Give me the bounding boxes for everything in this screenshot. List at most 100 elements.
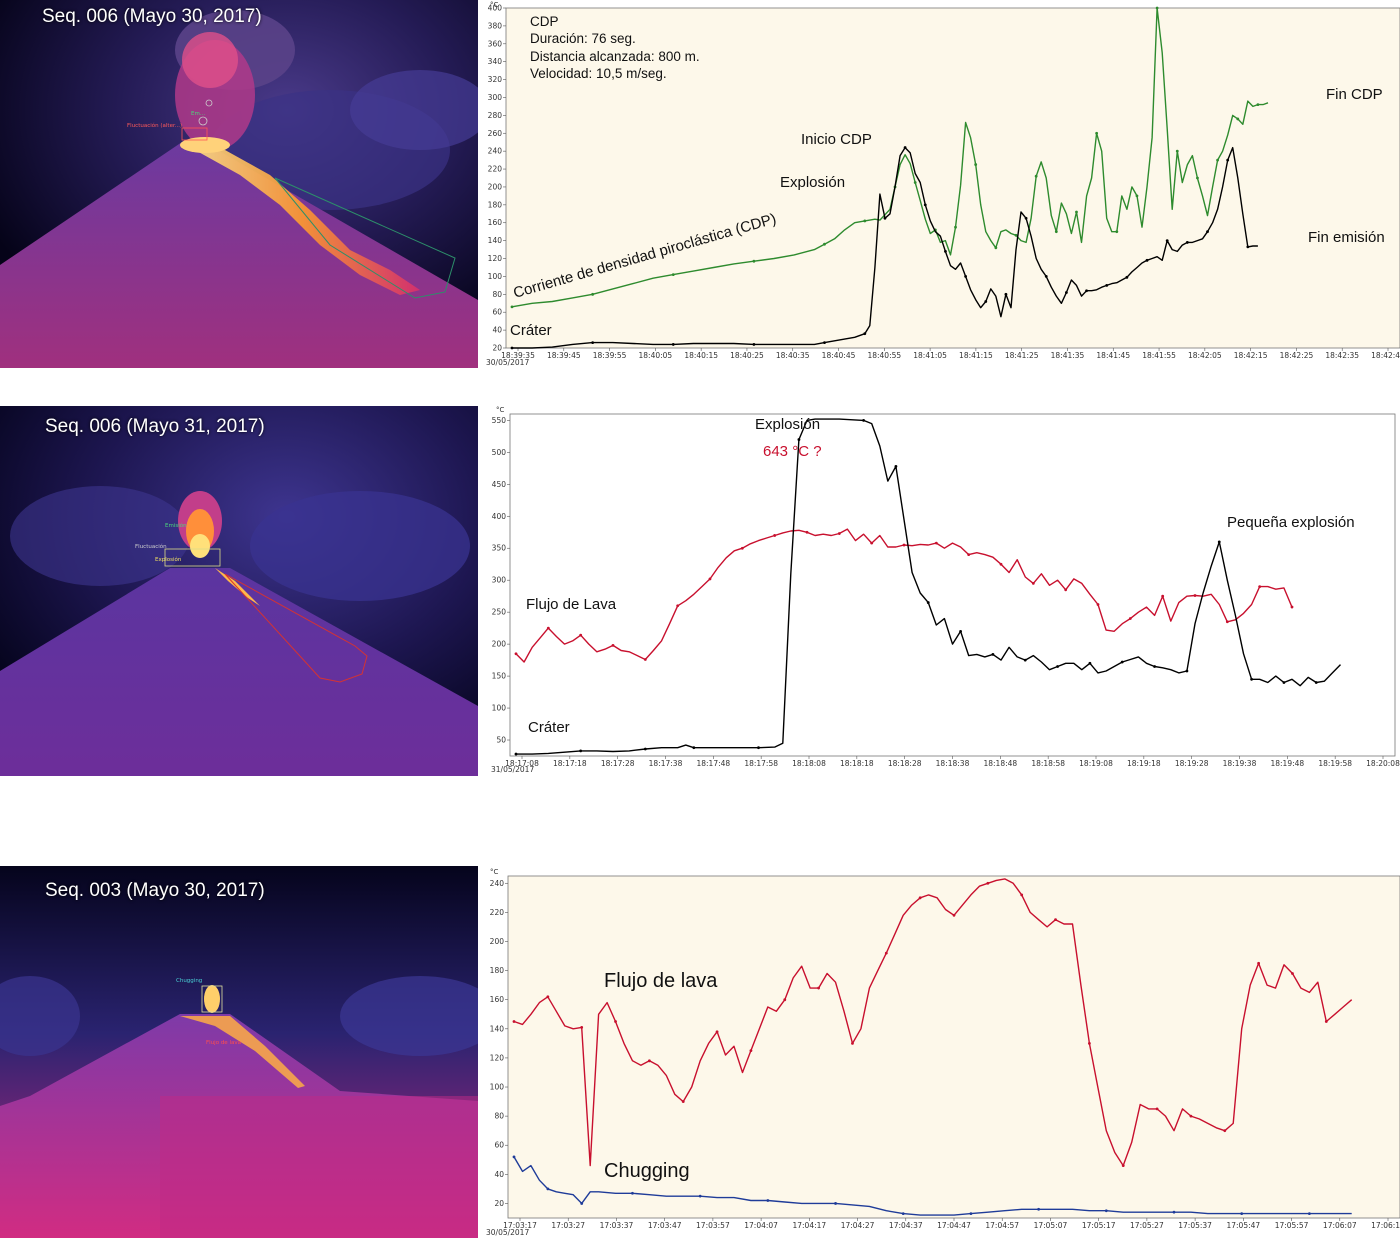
y-tick-label: 140 xyxy=(488,236,503,245)
y-unit: °C xyxy=(490,1,499,9)
x-tick-label: 18:40:15 xyxy=(684,351,718,360)
series-point xyxy=(903,146,907,149)
info-line-4: Velocidad: 10,5 m/seg. xyxy=(530,66,667,81)
series-point xyxy=(1282,681,1286,684)
y-tick-label: 200 xyxy=(488,182,503,191)
series-point xyxy=(1024,216,1028,220)
sequence-title: Seq. 006 (Mayo 30, 2017) xyxy=(42,6,262,27)
y-tick-label: 140 xyxy=(490,1024,505,1033)
y-tick-label: 180 xyxy=(488,200,503,209)
series-point xyxy=(1161,594,1165,598)
y-tick-label: 40 xyxy=(494,1170,504,1179)
y-unit: °C xyxy=(496,406,505,414)
series-point xyxy=(862,418,865,422)
x-tick-label: 18:42:35 xyxy=(1325,351,1359,360)
x-tick-label: 17:05:17 xyxy=(1082,1221,1116,1230)
series-point xyxy=(643,658,647,661)
series-point xyxy=(974,163,978,166)
series-point xyxy=(1037,1207,1041,1211)
series-point xyxy=(512,1155,516,1159)
panel-seq006-may31: Emisión Fluctuación Explosión Seq. 006 (… xyxy=(0,406,1400,776)
y-tick-label: 120 xyxy=(490,1053,505,1062)
series-point xyxy=(952,913,956,917)
y-tick-label: 280 xyxy=(488,111,503,120)
x-tick-label: 17:05:37 xyxy=(1178,1221,1212,1230)
label-inicio-cdp: Inicio CDP xyxy=(801,131,872,148)
x-tick-label: 17:04:37 xyxy=(889,1221,923,1230)
series-point xyxy=(1256,103,1260,107)
series-point xyxy=(1056,665,1059,668)
x-tick-label: 18:19:18 xyxy=(1127,759,1161,768)
y-tick-label: 350 xyxy=(492,544,507,553)
x-tick-label: 17:04:17 xyxy=(792,1221,826,1230)
sequence-title: Seq. 003 (Mayo 30, 2017) xyxy=(45,880,265,901)
series-group xyxy=(510,6,1269,350)
x-tick-label: 18:39:55 xyxy=(593,351,627,360)
series-point xyxy=(1054,918,1057,922)
plot-area xyxy=(509,413,1396,757)
y-tick-label: 250 xyxy=(492,608,507,617)
series-point xyxy=(766,1199,770,1202)
y-tick-label: 300 xyxy=(492,576,507,585)
label-crater: Cráter xyxy=(510,322,552,339)
y-tick-label: 500 xyxy=(492,448,507,457)
series-point xyxy=(1185,669,1189,673)
x-tick-label: 18:17:38 xyxy=(649,759,683,768)
series-point xyxy=(580,1025,584,1029)
roi-label-flujo: Flujo de lava xyxy=(206,1040,241,1046)
thermal-image: Fluctuación (alter...) Em... Seq. 006 (M… xyxy=(0,0,478,368)
series-point xyxy=(643,747,647,751)
series-point xyxy=(671,343,675,346)
series-point xyxy=(823,242,826,246)
series-point xyxy=(1307,1212,1311,1216)
series-point xyxy=(902,543,906,547)
y-tick-label: 220 xyxy=(488,165,503,174)
series-point xyxy=(740,546,744,550)
series-point xyxy=(1216,158,1219,162)
x-tick-label: 18:19:08 xyxy=(1079,759,1113,768)
series-point xyxy=(1085,289,1088,293)
series-point xyxy=(934,541,938,545)
x-tick-label: 18:17:08 xyxy=(505,759,539,768)
x-tick-label: 18:19:28 xyxy=(1175,759,1209,768)
series-point xyxy=(967,553,971,557)
series-point xyxy=(1155,6,1159,10)
series-point xyxy=(1034,174,1038,178)
x-tick-label: 18:41:35 xyxy=(1051,351,1085,360)
thermal-image: Emisión Fluctuación Explosión Seq. 006 (… xyxy=(0,406,478,776)
roi-label-fluctuacion: Fluctuación xyxy=(135,543,167,550)
x-tick-label: 18:17:58 xyxy=(744,759,778,768)
series-point xyxy=(773,534,777,537)
x-tick-label: 18:41:45 xyxy=(1096,351,1130,360)
x-tick-label: 17:05:57 xyxy=(1275,1221,1309,1230)
roi-label-fluctuacion: Fluctuación (alter...) xyxy=(127,122,182,129)
series-point xyxy=(991,652,995,656)
series-point xyxy=(1165,239,1169,243)
x-tick-label: 18:18:58 xyxy=(1031,759,1065,768)
series-point xyxy=(954,225,957,229)
x-tick-label: 18:40:35 xyxy=(776,351,810,360)
series-point xyxy=(614,1020,617,1023)
series-point xyxy=(1031,582,1035,585)
series-point xyxy=(870,541,874,545)
x-tick-label: 17:05:07 xyxy=(1034,1221,1068,1230)
series-point xyxy=(883,216,887,220)
temperature-chart: 20 40 60 80 100 120 140 160 180 200 220 240 17:03:1… xyxy=(478,866,1400,1238)
x-tick-label: 17:03:27 xyxy=(551,1221,585,1230)
info-line-2: Duración: 76 seg. xyxy=(530,31,636,46)
y-tick-label: 20 xyxy=(492,344,502,353)
plot-area xyxy=(507,875,1400,1219)
series-point xyxy=(591,292,595,296)
series-point xyxy=(1290,605,1294,609)
label-explosion: Explosión xyxy=(780,174,845,191)
y-tick-label: 180 xyxy=(490,966,505,975)
series-line-1 xyxy=(516,418,1342,755)
series-point xyxy=(1065,291,1068,294)
x-tick-label: 18:41:05 xyxy=(913,351,947,360)
series-point xyxy=(671,273,675,277)
series-point xyxy=(1246,245,1250,249)
x-tick-label: 17:04:07 xyxy=(744,1221,778,1230)
x-tick-label: 18:18:08 xyxy=(792,759,826,768)
x-tick-label: 18:19:38 xyxy=(1223,759,1257,768)
series-point xyxy=(797,438,801,441)
